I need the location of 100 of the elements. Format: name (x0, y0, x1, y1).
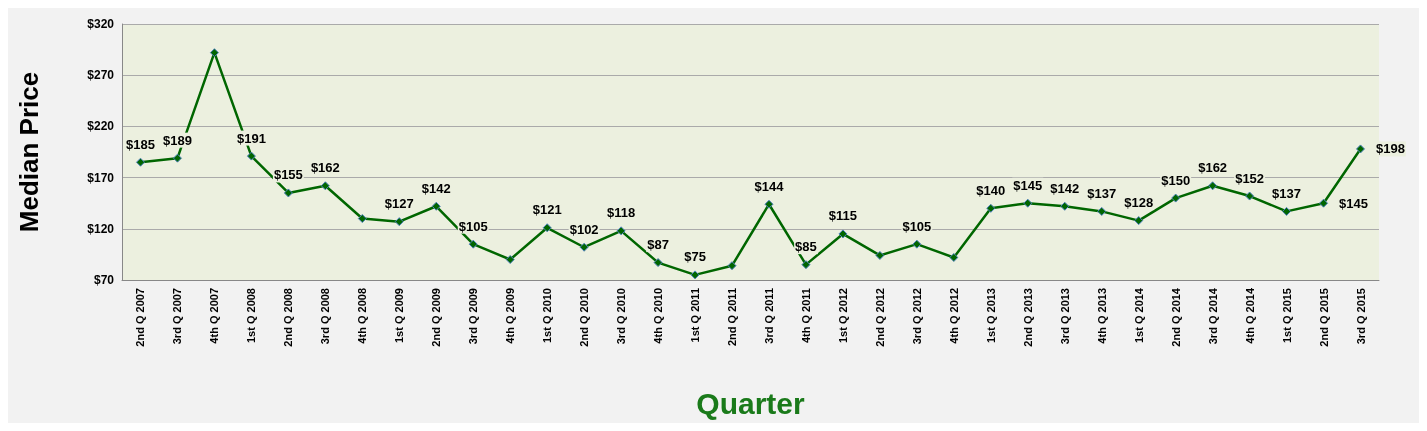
y-tick-label: $170 (87, 170, 115, 185)
data-label: $102 (569, 221, 599, 237)
x-tick-label: 1st Q 2009 (393, 288, 406, 344)
x-tick-label: 2nd Q 2015 (1317, 288, 1330, 347)
x-tick-label: 2nd Q 2013 (1021, 288, 1034, 347)
point (838, 229, 848, 239)
y-axis-title: Median Price (14, 71, 44, 233)
point (357, 214, 367, 224)
data-label: $162 (1198, 160, 1228, 176)
x-tick-label: 3rd Q 2009 (467, 288, 480, 345)
x-tick-label: 4th Q 2008 (356, 288, 369, 344)
x-tick-label: 2nd Q 2014 (1169, 287, 1182, 347)
x-tick-label: 3rd Q 2014 (1206, 287, 1219, 345)
x-axis-title: Quarter (696, 386, 806, 420)
point (135, 157, 145, 167)
point (579, 242, 589, 252)
data-label: $75 (684, 249, 706, 265)
x-tick-label: 2nd Q 2010 (578, 288, 591, 347)
point (1208, 181, 1218, 191)
data-label: $150 (1161, 172, 1191, 188)
x-tick-label: 3rd Q 2010 (615, 288, 628, 345)
point (1245, 191, 1255, 201)
x-tick-label: 1st Q 2014 (1132, 287, 1145, 344)
y-tick-label: $220 (87, 119, 115, 134)
x-tick-label: 3rd Q 2008 (319, 288, 332, 345)
data-label: $144 (754, 178, 785, 194)
data-label: $105 (458, 218, 488, 234)
data-label: $85 (795, 239, 817, 255)
data-label: $121 (532, 202, 562, 218)
data-label: $142 (421, 180, 451, 196)
x-tick-label: 4th Q 2009 (504, 288, 517, 344)
data-label: $198 (1376, 141, 1405, 157)
data-label: $128 (1124, 195, 1154, 211)
point (1356, 144, 1366, 154)
data-label: $155 (273, 167, 303, 183)
point (912, 239, 922, 249)
data-label: $185 (126, 136, 155, 152)
point (209, 48, 219, 58)
y-tick-label: $70 (93, 273, 115, 287)
data-label: $145 (1339, 195, 1368, 211)
data-label: $142 (1050, 180, 1080, 196)
point (172, 153, 182, 163)
data-label: $127 (384, 196, 414, 212)
point (394, 217, 404, 227)
x-tick-label: 4th Q 2014 (1243, 287, 1256, 344)
data-label: $105 (902, 218, 932, 234)
point (1060, 201, 1070, 211)
data-label: $87 (647, 237, 669, 253)
x-tick-label: 1st Q 2013 (984, 288, 997, 344)
x-tick-label: 3rd Q 2015 (1354, 288, 1367, 345)
x-tick-label: 2nd Q 2012 (873, 288, 886, 347)
data-label: $152 (1235, 170, 1265, 186)
point (801, 260, 811, 270)
data-label: $145 (1013, 177, 1043, 193)
point (875, 250, 885, 260)
x-tick-label: 4th Q 2011 (799, 288, 812, 344)
data-label: $137 (1272, 185, 1302, 201)
point (727, 261, 737, 271)
point (949, 252, 959, 262)
x-tick-label: 1st Q 2011 (689, 288, 702, 343)
point (468, 239, 478, 249)
point (1134, 216, 1144, 226)
x-tick-label: 4th Q 2010 (652, 288, 665, 344)
data-label: $115 (828, 208, 858, 224)
x-tick-label: 3rd Q 2012 (910, 288, 923, 345)
x-tick-label: 2nd Q 2008 (282, 288, 295, 347)
x-tick-label: 4th Q 2012 (947, 288, 960, 344)
point (986, 203, 996, 213)
point (1171, 193, 1181, 203)
x-tick-label: 4th Q 2007 (208, 288, 221, 344)
y-tick-label: $320 (87, 17, 115, 31)
y-tick-label: $120 (87, 221, 115, 236)
point (1282, 206, 1292, 216)
point (1319, 198, 1329, 208)
x-tick-label: 3rd Q 2013 (1058, 288, 1071, 345)
point (653, 258, 663, 268)
x-tick-label: 2nd Q 2011 (726, 288, 739, 347)
data-label: $118 (607, 205, 636, 221)
point (690, 270, 700, 280)
data-label: $191 (236, 130, 266, 146)
point (246, 151, 256, 161)
point (320, 181, 330, 191)
point (1097, 206, 1107, 216)
x-tick-label: 3rd Q 2007 (171, 288, 184, 345)
x-tick-label: 2nd Q 2007 (134, 288, 147, 347)
x-tick-label: 1st Q 2015 (1280, 288, 1293, 344)
data-label: $162 (310, 160, 340, 176)
point (616, 226, 626, 236)
x-tick-label: 1st Q 2008 (245, 288, 258, 344)
point (542, 223, 552, 233)
data-label: $140 (976, 182, 1006, 198)
point (431, 201, 441, 211)
x-tick-label: 4th Q 2013 (1095, 288, 1108, 344)
x-tick-label: 1st Q 2012 (836, 288, 849, 344)
point (764, 199, 774, 209)
y-tick-label: $270 (87, 68, 115, 83)
x-tick-label: 3rd Q 2011 (762, 288, 775, 344)
x-tick-label: 1st Q 2010 (541, 288, 554, 344)
point (1023, 198, 1033, 208)
data-label: $189 (162, 132, 192, 148)
